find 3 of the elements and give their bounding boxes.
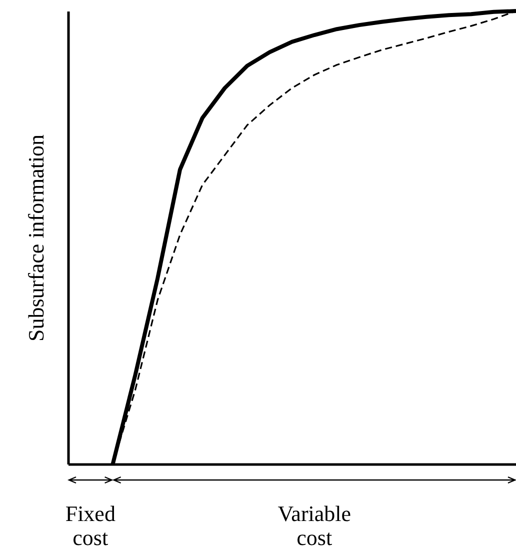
y-axis-title: Subsurface information <box>24 134 48 342</box>
text: Fixed cost <box>64 501 116 550</box>
text: Variable cost <box>276 501 352 550</box>
